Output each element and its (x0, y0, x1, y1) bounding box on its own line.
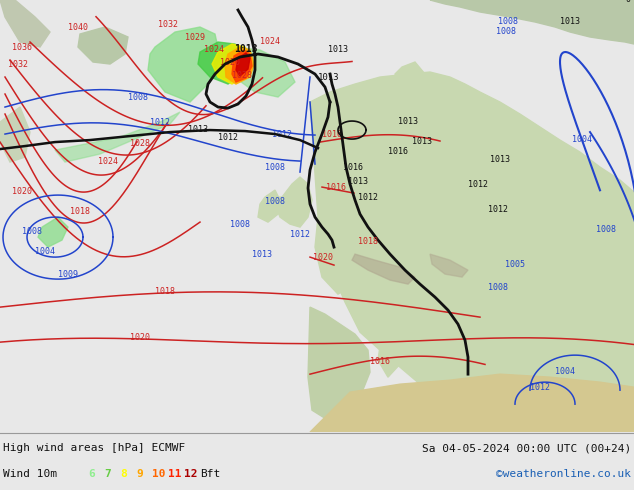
Text: 1013: 1013 (398, 117, 418, 126)
Text: 10: 10 (152, 469, 165, 479)
Text: 1029: 1029 (185, 33, 205, 42)
Text: 1012: 1012 (488, 205, 508, 214)
Text: 7: 7 (104, 469, 111, 479)
Text: 1028: 1028 (130, 139, 150, 148)
Text: 1016: 1016 (326, 183, 346, 192)
Text: 1018: 1018 (70, 207, 90, 216)
Text: 8: 8 (120, 469, 127, 479)
Text: 1013: 1013 (252, 250, 272, 259)
Text: 1040: 1040 (68, 23, 88, 32)
Polygon shape (198, 42, 248, 84)
Text: 1013: 1013 (188, 125, 208, 134)
Text: 1008: 1008 (22, 227, 42, 236)
Text: 1012: 1012 (150, 118, 170, 127)
Text: 1012: 1012 (468, 180, 488, 189)
Text: 1004: 1004 (572, 135, 592, 144)
Text: 1008: 1008 (498, 17, 518, 26)
Polygon shape (315, 217, 370, 294)
Text: 1012: 1012 (272, 130, 292, 139)
Text: 12: 12 (184, 469, 198, 479)
Polygon shape (258, 190, 280, 222)
Text: 11: 11 (168, 469, 181, 479)
Polygon shape (308, 307, 370, 420)
Text: 1008: 1008 (488, 283, 508, 292)
Polygon shape (148, 27, 220, 102)
Polygon shape (310, 72, 634, 432)
Text: 1020: 1020 (12, 187, 32, 196)
Text: 1005: 1005 (505, 260, 525, 269)
Text: 1008: 1008 (128, 93, 148, 102)
Text: 1024: 1024 (98, 157, 118, 166)
Text: 6: 6 (88, 469, 94, 479)
Polygon shape (352, 254, 415, 284)
Polygon shape (236, 53, 250, 76)
Polygon shape (0, 107, 30, 162)
Polygon shape (430, 254, 468, 277)
Text: 1008: 1008 (265, 197, 285, 206)
Text: 1008: 1008 (596, 225, 616, 234)
Text: 1013: 1013 (348, 177, 368, 186)
Text: 1012: 1012 (358, 193, 378, 202)
Text: 1013: 1013 (412, 137, 432, 146)
Text: 1008: 1008 (602, 0, 622, 2)
Text: 1013: 1013 (318, 73, 339, 82)
Text: 1013: 1013 (234, 44, 257, 54)
Text: 1004: 1004 (555, 367, 575, 376)
Text: ©weatheronline.co.uk: ©weatheronline.co.uk (496, 469, 631, 479)
Text: Sa 04-05-2024 00:00 UTC (00+24): Sa 04-05-2024 00:00 UTC (00+24) (422, 443, 631, 453)
Text: High wind areas [hPa] ECMWF: High wind areas [hPa] ECMWF (3, 443, 185, 453)
Polygon shape (510, 337, 634, 432)
Text: 1016: 1016 (343, 163, 363, 172)
Text: 9: 9 (136, 469, 143, 479)
Polygon shape (78, 27, 128, 64)
Text: 1024: 1024 (204, 45, 224, 54)
Text: 1013: 1013 (560, 17, 580, 26)
Text: 1024: 1024 (260, 37, 280, 46)
Text: 1032: 1032 (158, 20, 178, 29)
Text: 1020: 1020 (220, 58, 240, 67)
Polygon shape (0, 0, 50, 47)
Text: 1008: 1008 (540, 0, 560, 2)
Polygon shape (225, 47, 254, 84)
Text: Bft: Bft (200, 469, 220, 479)
Text: 1008: 1008 (265, 163, 285, 172)
Polygon shape (38, 217, 68, 247)
Text: 1008: 1008 (230, 220, 250, 229)
Text: Wind 10m: Wind 10m (3, 469, 57, 479)
Text: 1016: 1016 (322, 130, 342, 139)
Text: 1012: 1012 (290, 230, 310, 239)
Text: 1004: 1004 (35, 247, 55, 256)
Text: 1013: 1013 (328, 45, 348, 54)
Text: 1018: 1018 (155, 287, 175, 296)
Polygon shape (275, 177, 312, 227)
Polygon shape (310, 374, 634, 432)
Polygon shape (430, 0, 634, 44)
Text: 1032: 1032 (8, 60, 28, 69)
Polygon shape (215, 47, 295, 97)
Polygon shape (212, 44, 252, 84)
Text: 0: 0 (625, 0, 630, 4)
Text: 1028: 1028 (232, 71, 252, 80)
Text: 1016: 1016 (388, 147, 408, 156)
Text: 1013: 1013 (490, 155, 510, 164)
Polygon shape (438, 314, 480, 404)
Polygon shape (395, 62, 425, 94)
Text: 0: 0 (538, 0, 543, 2)
Text: 1000: 1000 (562, 0, 582, 2)
Text: 1016: 1016 (370, 357, 390, 366)
Polygon shape (378, 284, 408, 377)
Text: 1012: 1012 (218, 133, 238, 142)
Text: 1020: 1020 (313, 253, 333, 262)
Text: 1008: 1008 (496, 27, 516, 36)
Polygon shape (232, 50, 252, 82)
Text: 1012: 1012 (530, 383, 550, 392)
Text: 1009: 1009 (58, 270, 78, 279)
Polygon shape (55, 112, 180, 162)
Text: 1020: 1020 (130, 333, 150, 342)
Text: 1036: 1036 (12, 43, 32, 52)
Text: 1018: 1018 (358, 237, 378, 246)
